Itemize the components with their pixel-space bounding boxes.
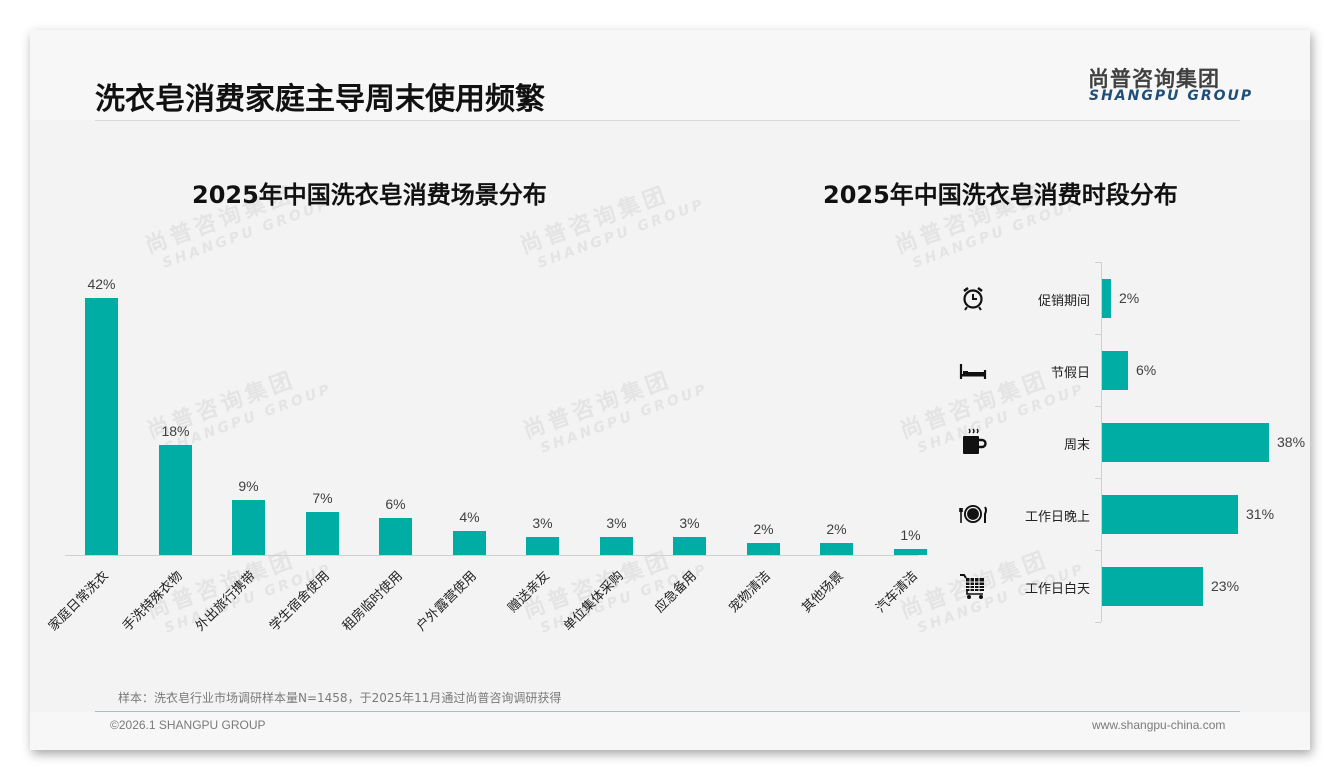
alarm-clock-icon bbox=[958, 283, 988, 313]
axis-tick bbox=[1095, 406, 1101, 407]
category-label: 租房临时使用 bbox=[340, 568, 407, 635]
axis-tick bbox=[1095, 262, 1101, 263]
website-link: www.shangpu-china.com bbox=[1092, 718, 1226, 732]
category-label: 工作日白天 bbox=[1024, 582, 1090, 597]
bar-value-label: 42% bbox=[87, 276, 116, 292]
bar bbox=[600, 537, 633, 555]
bar-value-label: 2% bbox=[826, 521, 847, 537]
bar-value-label: 31% bbox=[1246, 506, 1275, 522]
bar-value-label: 3% bbox=[679, 515, 700, 531]
title-divider bbox=[95, 120, 1240, 121]
bar bbox=[526, 537, 559, 555]
plate-cutlery-icon bbox=[958, 499, 988, 529]
bar-value-label: 2% bbox=[753, 521, 774, 537]
y-axis-line bbox=[1101, 262, 1102, 622]
bar-value-label: 4% bbox=[459, 509, 480, 525]
category-label: 促销期间 bbox=[1037, 294, 1090, 309]
category-label: 外出旅行携带 bbox=[193, 568, 260, 635]
bar bbox=[159, 445, 192, 555]
logo-chinese: 尚普咨询集团 bbox=[1088, 67, 1220, 91]
hot-coffee-icon bbox=[958, 427, 988, 457]
time-bar-chart: 2% 促销期间 6% 节假日 38% 周末 31% 工作日晚上 23% 工作日白天 bbox=[940, 262, 1310, 682]
bar-value-label: 1% bbox=[900, 527, 921, 543]
bar-value-label: 3% bbox=[532, 515, 553, 531]
slide: 尚普咨询集团 SHANGPU GROUP 尚普咨询集团 SHANGPU GROUP … bbox=[30, 30, 1310, 750]
category-label: 节假日 bbox=[1050, 366, 1090, 381]
category-label: 应急备用 bbox=[652, 568, 701, 616]
axis-tick bbox=[1095, 334, 1101, 335]
bar bbox=[820, 543, 853, 555]
category-label: 汽车清洁 bbox=[873, 568, 922, 616]
bar-value-label: 9% bbox=[238, 478, 259, 494]
bar-value-label: 6% bbox=[385, 496, 406, 512]
category-label: 家庭日常洗衣 bbox=[46, 568, 113, 635]
axis-tick bbox=[1095, 478, 1101, 479]
footer-divider bbox=[95, 711, 1240, 712]
bar bbox=[1102, 567, 1203, 606]
bar bbox=[453, 531, 486, 555]
bed-icon bbox=[958, 355, 988, 385]
bar-value-label: 7% bbox=[312, 490, 333, 506]
bar-value-label: 18% bbox=[161, 423, 190, 439]
bar bbox=[747, 543, 780, 555]
sample-note: 样本：洗衣皂行业市场调研样本量N=1458，于2025年11月通过尚普咨询调研获… bbox=[118, 691, 562, 705]
bar bbox=[85, 298, 118, 555]
scene-chart-title: 2025年中国洗衣皂消费场景分布 bbox=[192, 181, 547, 209]
category-label: 赠送亲友 bbox=[505, 568, 554, 616]
category-label: 手洗特殊衣物 bbox=[120, 568, 187, 635]
category-label: 户外露营使用 bbox=[414, 568, 481, 635]
axis-tick bbox=[1095, 550, 1101, 551]
category-label: 单位集体采购 bbox=[561, 568, 628, 635]
bar bbox=[1102, 279, 1111, 318]
bar bbox=[306, 512, 339, 555]
bar bbox=[673, 537, 706, 555]
header-band bbox=[30, 30, 1310, 120]
shopping-cart-icon bbox=[958, 571, 988, 601]
bar bbox=[1102, 423, 1269, 462]
logo-english: SHANGPU GROUP bbox=[1089, 88, 1254, 104]
axis-tick bbox=[1095, 622, 1101, 623]
category-label: 工作日晚上 bbox=[1024, 510, 1090, 525]
category-label: 其他场景 bbox=[799, 568, 848, 616]
bar bbox=[232, 500, 265, 555]
bar bbox=[379, 518, 412, 555]
bar-value-label: 38% bbox=[1277, 434, 1306, 450]
bar bbox=[1102, 495, 1238, 534]
x-axis-line bbox=[65, 555, 918, 556]
bar-value-label: 6% bbox=[1136, 362, 1157, 378]
bar-value-label: 3% bbox=[606, 515, 627, 531]
time-chart-title: 2025年中国洗衣皂消费时段分布 bbox=[823, 181, 1178, 209]
category-label: 学生宿舍使用 bbox=[267, 568, 334, 635]
category-label: 宠物清洁 bbox=[726, 568, 775, 616]
category-label: 周末 bbox=[1063, 438, 1090, 453]
bar-value-label: 23% bbox=[1211, 578, 1240, 594]
copyright: ©2026.1 SHANGPU GROUP bbox=[110, 718, 266, 732]
bar bbox=[894, 549, 927, 555]
scene-bar-chart: 42% 家庭日常洗衣 18% 手洗特殊衣物 9% 外出旅行携带 7% 学生宿舍使用 6% 租房临时… bbox=[46, 270, 950, 690]
bar bbox=[1102, 351, 1128, 390]
page-title: 洗衣皂消费家庭主导周末使用频繁 bbox=[95, 82, 545, 117]
footer-band bbox=[30, 712, 1310, 750]
bar-value-label: 2% bbox=[1119, 290, 1140, 306]
